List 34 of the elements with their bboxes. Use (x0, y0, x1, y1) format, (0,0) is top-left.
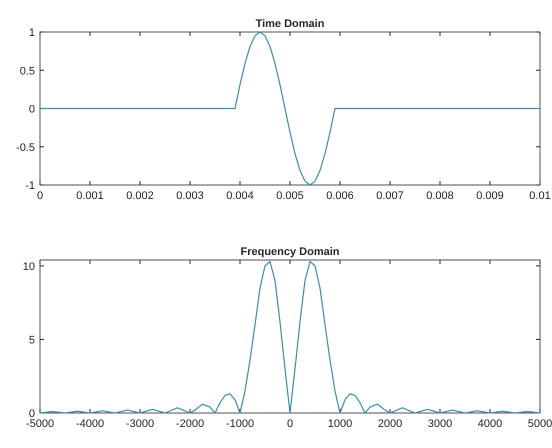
y-tick-label: 1 (28, 27, 35, 39)
x-tick-label: -1000 (226, 418, 254, 430)
x-tick-label: -3000 (126, 418, 154, 430)
x-tick-label: 0.01 (529, 190, 551, 202)
x-tick-label: 0.004 (226, 190, 254, 202)
x-tick-label: 0.001 (76, 190, 104, 202)
line-series (39, 31, 541, 186)
y-tick-label: 0 (28, 408, 35, 420)
x-tick-label: 0.007 (376, 190, 404, 202)
y-tick-label: -0.5 (16, 142, 35, 154)
x-tick-label: 0.008 (426, 190, 454, 202)
y-tick-label: 0 (28, 104, 35, 116)
y-tick-label: 10 (22, 260, 35, 273)
x-tick-label: 2000 (378, 418, 402, 430)
x-tick-label: -2000 (176, 418, 204, 430)
x-tick-label: 0.009 (476, 190, 504, 202)
x-tick-label: 0.002 (126, 190, 154, 202)
y-tick-label: -1 (25, 180, 35, 192)
x-tick-label: 4000 (478, 418, 502, 430)
x-tick-label: 5000 (528, 418, 552, 430)
chart-title: Time Domain (256, 18, 325, 30)
y-tick-label: 5 (28, 334, 35, 346)
line-series (39, 260, 541, 414)
x-tick-label: 0.006 (326, 190, 354, 202)
y-tick-label: 0.5 (20, 65, 35, 78)
x-tick-label: -5000 (26, 418, 54, 430)
x-tick-label: 3000 (428, 418, 452, 430)
x-tick-label: 0 (286, 418, 294, 430)
x-tick-label: 0.005 (276, 190, 304, 202)
x-tick-label: 1000 (328, 418, 352, 430)
x-tick-label: -4000 (76, 418, 104, 430)
x-tick-label: 0.003 (176, 190, 204, 202)
chart-title: Frequency Domain (240, 246, 340, 258)
x-tick-label: 0 (36, 190, 44, 202)
